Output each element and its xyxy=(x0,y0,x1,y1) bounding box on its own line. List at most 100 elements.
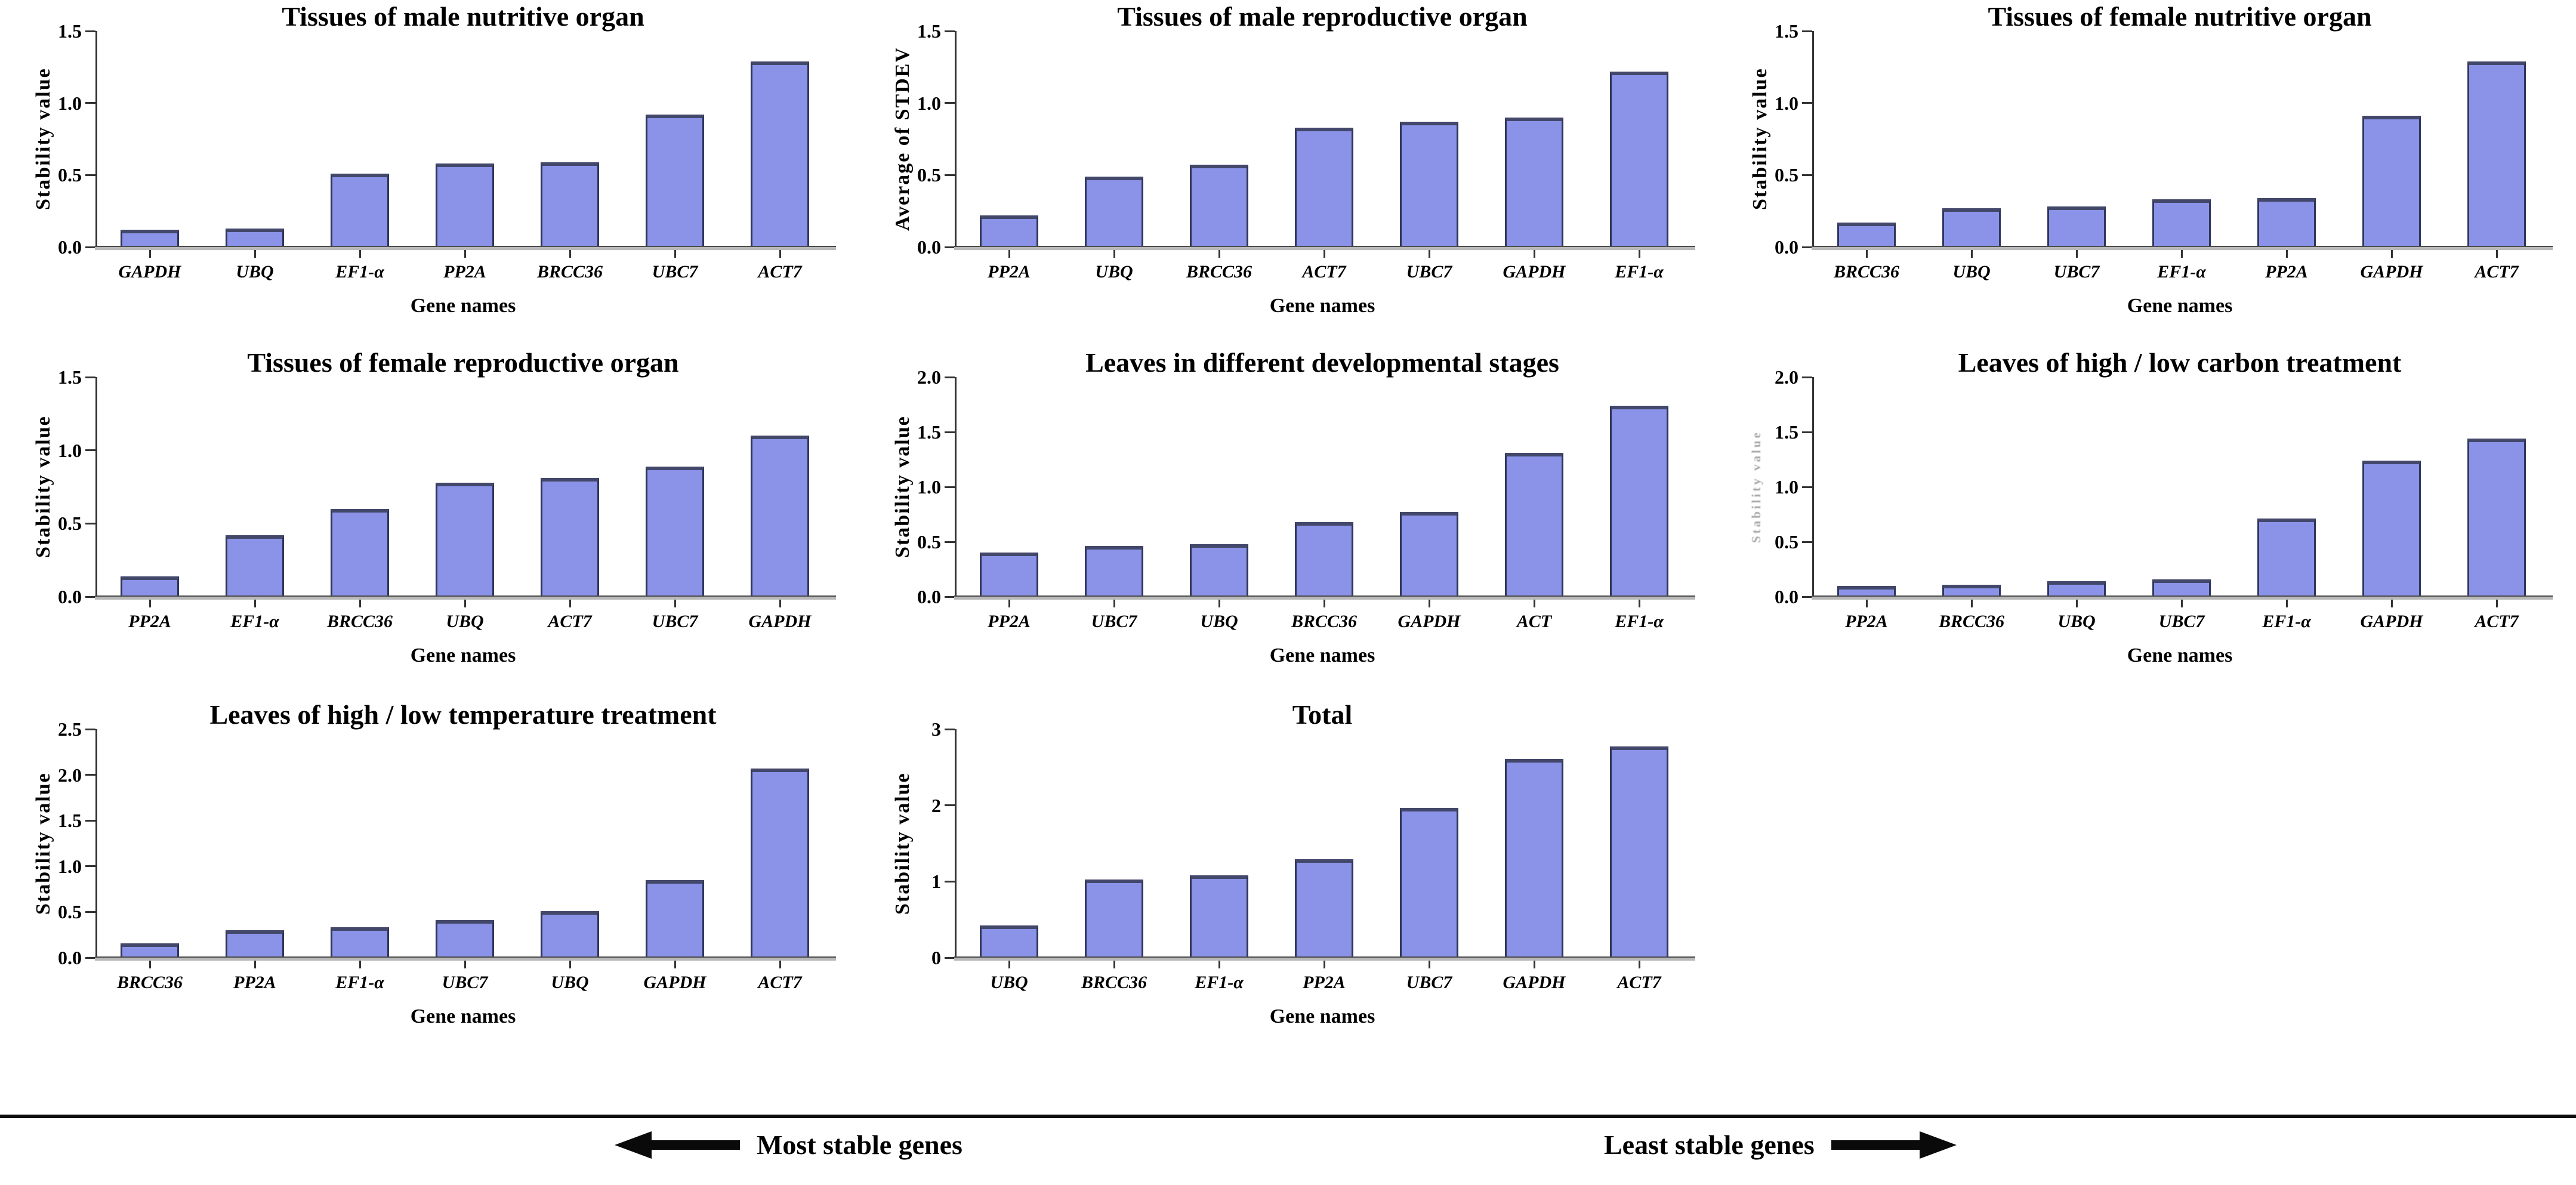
x-tick xyxy=(1323,600,1325,607)
x-category-label: GAPDH xyxy=(1503,973,1566,992)
y-tick-label: 1.0 xyxy=(58,92,82,114)
x-tick xyxy=(674,600,676,607)
bar-UBQ xyxy=(2047,581,2106,597)
x-category-label: PP2A xyxy=(1845,612,1888,631)
y-tick xyxy=(945,174,955,176)
bar-ACT7 xyxy=(1294,127,1354,247)
bar-EF1-α xyxy=(1609,405,1669,597)
x-tick xyxy=(1008,600,1010,607)
plot-area: 0.0 0.5 1.0 1.5 BRCC36 UBQ UBC7 EF1-α PP2A GAPDH A… xyxy=(1775,20,2553,282)
bar-EF1-α xyxy=(2152,199,2211,247)
x-tick xyxy=(359,250,361,258)
x-category-label: GAPDH xyxy=(118,262,181,282)
y-tick-label: 0.5 xyxy=(917,164,941,186)
x-tick xyxy=(254,250,256,258)
y-tick-label: 1.0 xyxy=(1775,476,1798,498)
bar-PP2A xyxy=(120,576,180,597)
bar-PP2A xyxy=(2257,198,2316,247)
x-category-label: GAPDH xyxy=(2360,262,2423,282)
x-axis-line xyxy=(1812,595,2553,600)
x-category-label: UBC7 xyxy=(1406,973,1452,992)
y-tick xyxy=(85,911,95,913)
y-tick-label: 0.5 xyxy=(917,531,941,553)
bar-EF1-α xyxy=(1189,875,1249,958)
y-tick xyxy=(1802,431,1812,433)
x-tick xyxy=(149,600,151,607)
x-category-label: BRCC36 xyxy=(116,973,183,992)
x-category-label: GAPDH xyxy=(1503,262,1566,282)
bar-PP2A xyxy=(225,930,285,958)
least-stable-label: Least stable genes xyxy=(1604,1130,1815,1160)
x-axis-line xyxy=(1812,246,2553,250)
x-category-label: PP2A xyxy=(988,262,1031,282)
bar-UBC7 xyxy=(435,920,495,958)
x-tick xyxy=(1533,600,1535,607)
y-tick-label: 1.5 xyxy=(1775,20,1798,42)
x-tick xyxy=(1533,961,1535,968)
x-category-label: ACT7 xyxy=(1617,973,1661,992)
x-tick xyxy=(2390,600,2393,607)
y-axis-label: Stability value xyxy=(1749,67,1771,211)
y-tick xyxy=(85,449,95,452)
x-category-label: GAPDH xyxy=(1397,612,1461,631)
y-tick-label: 3 xyxy=(931,718,941,740)
y-tick-label: 0.0 xyxy=(917,586,941,607)
x-category-label: BRCC36 xyxy=(536,262,603,282)
y-tick xyxy=(945,486,955,488)
x-category-label: EF1-α xyxy=(335,262,384,282)
y-tick xyxy=(1802,486,1812,488)
x-category-label: UBC7 xyxy=(1091,612,1137,631)
y-tick xyxy=(1802,30,1812,32)
bar-BRCC36 xyxy=(1837,222,1896,247)
x-axis-title: Gene names xyxy=(410,644,516,666)
y-tick-label: 1.0 xyxy=(58,855,82,877)
y-tick xyxy=(945,246,955,248)
x-category-label: PP2A xyxy=(1303,973,1346,992)
bar-UBC7 xyxy=(2152,579,2211,597)
separator-line xyxy=(0,1115,2576,1118)
x-tick xyxy=(569,961,571,968)
bar-GAPDH xyxy=(1399,512,1459,597)
x-tick xyxy=(569,600,571,607)
x-axis-line xyxy=(954,956,1695,961)
x-category-label: BRCC36 xyxy=(1081,973,1147,992)
x-category-label: UBQ xyxy=(990,973,1028,992)
y-tick-label: 0.5 xyxy=(58,513,82,535)
x-tick xyxy=(779,600,781,607)
x-tick xyxy=(1323,961,1325,968)
x-category-label: BRCC36 xyxy=(1186,262,1252,282)
x-tick xyxy=(1970,250,1973,258)
bar-GAPDH xyxy=(2362,460,2421,597)
x-axis-line xyxy=(95,246,836,250)
bar-UBC7 xyxy=(645,466,705,597)
x-category-label: PP2A xyxy=(443,262,486,282)
x-tick xyxy=(359,961,361,968)
y-tick xyxy=(1802,595,1812,598)
plot-area: 0.0 0.5 1.0 1.5 GAPDH UBQ EF1-α PP2A BRCC36 UBC7 A… xyxy=(58,20,836,282)
chart-2: Tissues of male reproductive organ Averag… xyxy=(859,0,1719,346)
chart-title: Tissues of female nutritive organ xyxy=(1988,1,2372,32)
x-category-label: ACT7 xyxy=(758,973,802,992)
y-tick-label: 0.5 xyxy=(1775,164,1798,186)
x-tick xyxy=(674,961,676,968)
chart-title: Leaves in different developmental stages xyxy=(1085,347,1559,378)
chart-title: Leaves of high / low carbon treatment xyxy=(1958,347,2402,378)
bar-ACT7 xyxy=(2467,439,2526,597)
y-tick-label: 1.0 xyxy=(917,92,941,114)
x-category-label: BRCC36 xyxy=(1938,612,2005,631)
bar-BRCC36 xyxy=(120,943,180,958)
y-tick xyxy=(945,728,955,730)
x-tick xyxy=(464,961,466,968)
y-tick xyxy=(85,865,95,868)
bar-BRCC36 xyxy=(1942,584,2001,597)
x-tick xyxy=(1533,250,1535,258)
y-tick-label: 1.0 xyxy=(58,439,82,461)
plot-area: 0.0 0.5 1.0 1.5 PP2A EF1-α BRCC36 UBQ ACT7 UBC7 GA… xyxy=(58,366,836,631)
bar-UBC7 xyxy=(1399,807,1459,958)
y-tick-label: 1.0 xyxy=(1775,92,1798,114)
y-tick xyxy=(85,595,95,598)
x-category-label: UBQ xyxy=(1095,262,1133,282)
y-tick-label: 2 xyxy=(931,794,941,816)
x-category-label: BRCC36 xyxy=(326,612,393,631)
x-tick xyxy=(779,250,781,258)
